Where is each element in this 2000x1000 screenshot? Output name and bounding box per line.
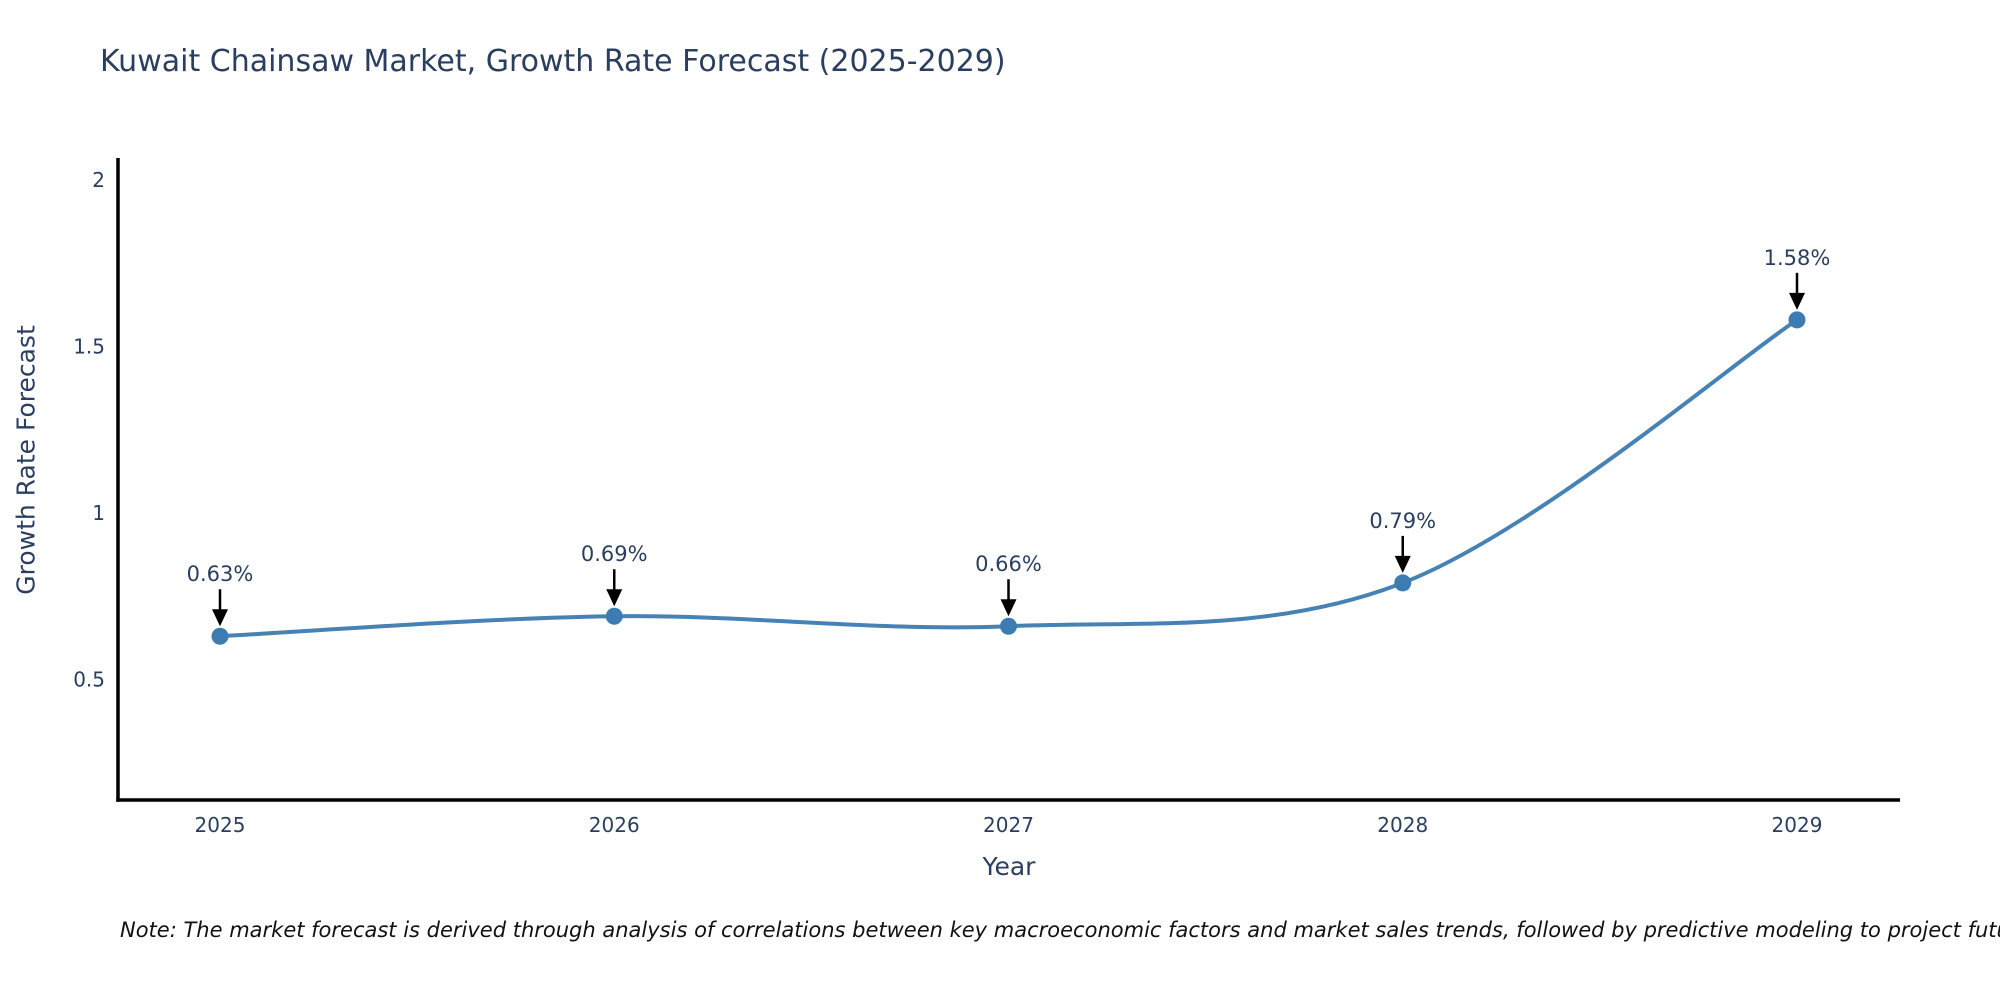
annotation-arrowhead	[212, 609, 228, 627]
data-point-marker	[1788, 311, 1806, 329]
x-tick-label: 2025	[195, 813, 246, 837]
y-tick-label: 1.5	[73, 335, 105, 359]
annotation-arrowhead	[1394, 555, 1411, 573]
y-tick-label: 2	[92, 168, 105, 192]
x-tick-label: 2027	[983, 813, 1034, 837]
point-annotation: 0.63%	[187, 562, 254, 586]
annotation-arrowhead	[606, 589, 623, 607]
y-tick-label: 0.5	[73, 668, 105, 692]
annotation-arrowhead	[1000, 599, 1017, 617]
forecast-line	[218, 317, 1799, 639]
point-annotation: 1.58%	[1764, 246, 1831, 270]
data-point-marker	[1000, 617, 1017, 635]
data-point-marker	[605, 607, 623, 625]
point-annotation: 0.69%	[581, 542, 648, 566]
x-tick-label: 2026	[589, 813, 640, 837]
annotation-arrowhead	[1789, 292, 1805, 310]
data-point-marker	[1394, 574, 1412, 592]
data-point-marker	[211, 627, 229, 645]
y-axis-title: Growth Rate Forecast	[11, 325, 41, 595]
point-annotation: 0.79%	[1369, 509, 1436, 533]
chart-title: Kuwait Chainsaw Market, Growth Rate Fore…	[100, 44, 1006, 79]
x-tick-label: 2028	[1377, 813, 1428, 837]
x-tick-label: 2029	[1772, 813, 1823, 837]
y-tick-label: 1	[92, 501, 105, 525]
point-annotation: 0.66%	[975, 552, 1042, 576]
chart-note: Note: The market forecast is derived thr…	[120, 918, 2000, 942]
x-axis-title: Year	[982, 852, 1036, 881]
